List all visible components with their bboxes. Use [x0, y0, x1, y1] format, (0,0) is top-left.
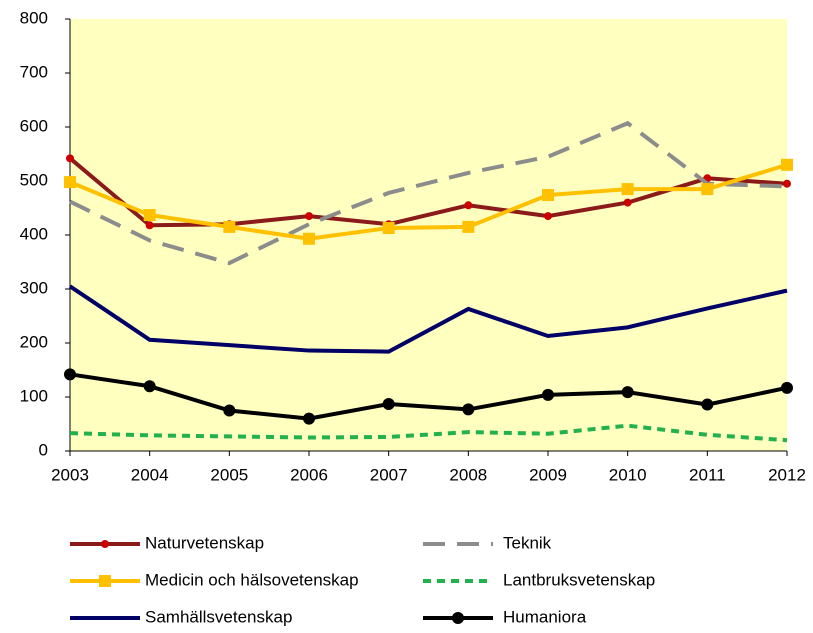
- x-tick-label: 2004: [131, 465, 169, 484]
- data-point: [382, 221, 395, 234]
- legend-marker: [452, 612, 464, 624]
- legend-label: Naturvetenskap: [145, 533, 264, 552]
- data-point: [464, 201, 473, 210]
- legend-marker: [101, 540, 109, 548]
- data-point: [462, 220, 475, 233]
- data-point: [542, 189, 554, 202]
- data-point: [64, 176, 76, 189]
- x-tick-label: 2007: [370, 465, 408, 484]
- data-point: [382, 398, 395, 411]
- legend-label: Samhällsvetenskap: [145, 607, 292, 626]
- x-tick-label: 2003: [51, 465, 89, 484]
- x-tick-label: 2009: [529, 465, 567, 484]
- x-tick-label: 2006: [290, 465, 328, 484]
- legend-marker: [99, 575, 111, 587]
- x-tick-label: 2010: [609, 465, 647, 484]
- data-point: [783, 179, 791, 188]
- y-tick-label: 800: [20, 8, 48, 27]
- x-tick-label: 2011: [689, 465, 726, 484]
- legend-label: Teknik: [503, 533, 552, 552]
- data-point: [305, 212, 313, 221]
- data-point: [701, 398, 714, 411]
- series-line: [69, 120, 788, 266]
- data-point: [542, 388, 554, 401]
- legend-label: Medicin och hälsovetenskap: [145, 570, 359, 589]
- y-tick-label: 500: [20, 170, 48, 189]
- plot-area: [70, 19, 787, 451]
- data-point: [223, 404, 236, 417]
- data-point: [544, 212, 552, 221]
- data-point: [143, 380, 156, 393]
- data-point: [623, 198, 632, 207]
- data-point: [701, 183, 714, 196]
- data-point: [145, 221, 154, 230]
- y-tick-label: 700: [20, 62, 48, 81]
- x-tick-label: 2005: [210, 465, 248, 484]
- y-tick-label: 600: [20, 116, 48, 135]
- y-tick-label: 0: [39, 440, 48, 459]
- data-point: [781, 158, 793, 171]
- data-point: [621, 386, 634, 399]
- data-point: [303, 412, 315, 425]
- data-point: [462, 403, 475, 416]
- data-point: [64, 368, 76, 381]
- y-tick-label: 300: [20, 278, 48, 297]
- legend-label: Lantbruksvetenskap: [503, 570, 655, 589]
- x-tick-label: 2008: [449, 465, 487, 484]
- y-tick-label: 400: [20, 224, 48, 243]
- series-line: [68, 284, 788, 354]
- y-tick-label: 100: [20, 386, 48, 405]
- data-point: [143, 209, 156, 222]
- legend-label: Humaniora: [503, 607, 587, 626]
- data-point: [66, 154, 74, 163]
- series-line: [69, 423, 788, 443]
- data-point: [303, 232, 315, 245]
- x-tick-label: 2012: [768, 465, 806, 484]
- series-line: [69, 372, 788, 421]
- data-point: [781, 381, 793, 394]
- y-tick-label: 200: [20, 332, 48, 351]
- data-point: [621, 183, 634, 196]
- series-line: [69, 162, 788, 241]
- data-point: [223, 220, 236, 233]
